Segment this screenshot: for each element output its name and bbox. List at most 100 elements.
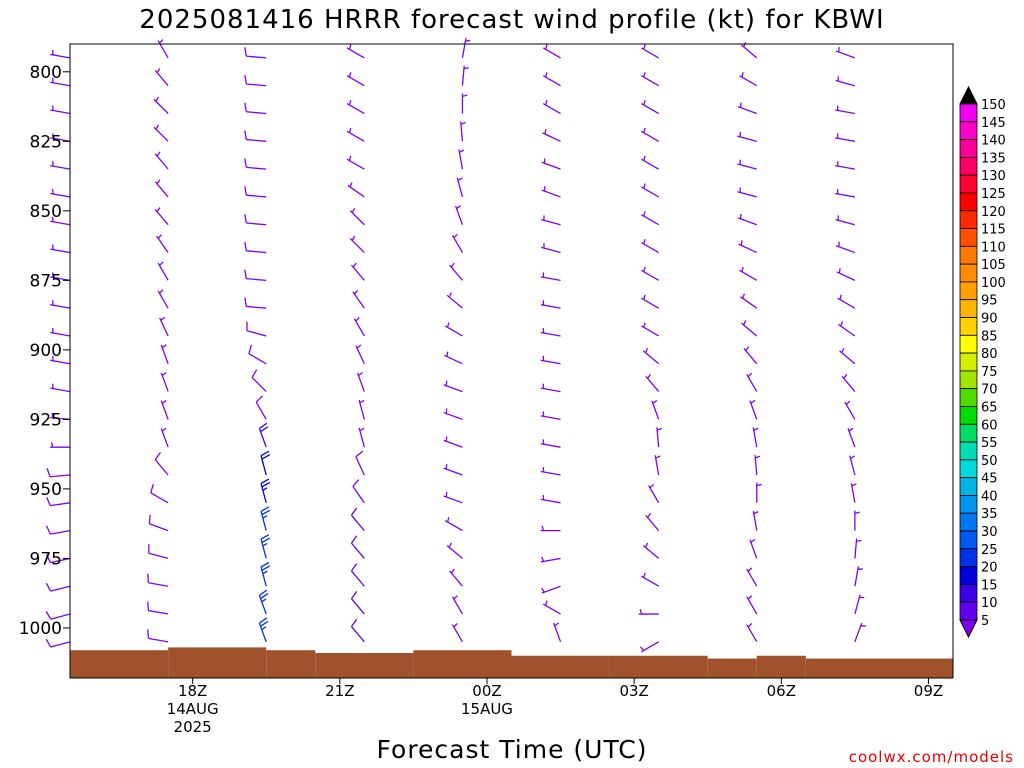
barb-staff xyxy=(454,205,464,225)
barb-staff xyxy=(154,459,169,476)
barb-full xyxy=(45,525,51,535)
barb-half xyxy=(643,572,646,578)
wind-barb xyxy=(244,158,267,170)
barb-staff xyxy=(540,557,561,563)
wind-barb xyxy=(160,372,169,392)
wind-barb xyxy=(454,205,464,225)
barb-staff xyxy=(443,411,463,421)
colorbar-label: 70 xyxy=(981,383,998,398)
barb-staff xyxy=(246,166,267,170)
barb-staff xyxy=(157,290,169,309)
y-tick-label: 850 xyxy=(30,202,62,222)
wind-barb xyxy=(449,568,463,587)
barb-staff xyxy=(50,192,71,198)
wind-barb xyxy=(752,427,759,448)
barb-staff xyxy=(461,38,467,59)
plot-frame xyxy=(69,43,954,679)
wind-barb xyxy=(346,99,365,115)
barb-staff xyxy=(460,121,464,142)
barb-half xyxy=(446,517,450,523)
x-axis-label: Forecast Time (UTC) xyxy=(377,735,648,764)
barb-staff xyxy=(350,264,365,281)
barb-staff xyxy=(656,427,660,448)
wind-barb xyxy=(444,517,463,532)
colorbar-bin xyxy=(959,103,978,123)
wind-barb xyxy=(451,623,464,643)
barb-half xyxy=(155,124,160,130)
barb-staff xyxy=(50,165,71,170)
wind-barb xyxy=(50,442,70,448)
wind-barb xyxy=(542,600,561,615)
wind-barb xyxy=(147,601,169,615)
wind-barb xyxy=(656,427,663,448)
barb-staff xyxy=(50,304,71,309)
barb-half xyxy=(156,68,161,73)
barb-staff xyxy=(641,186,659,198)
barb-staff xyxy=(854,566,860,587)
barb-staff xyxy=(838,323,856,337)
colorbar-bin xyxy=(959,601,978,621)
barb-half xyxy=(51,412,54,419)
barb-staff xyxy=(50,585,71,592)
wind-barb xyxy=(45,611,71,620)
barb-full xyxy=(148,514,151,524)
barb-staff xyxy=(541,161,561,170)
wind-barb xyxy=(642,347,660,365)
wind-barb xyxy=(346,155,365,170)
barb-half xyxy=(348,127,352,133)
wind-barb xyxy=(244,102,267,115)
barb-half xyxy=(644,347,649,354)
barb-staff xyxy=(159,317,169,337)
colorbar-label: 20 xyxy=(981,561,998,576)
barb-staff xyxy=(458,149,464,170)
wind-barb xyxy=(356,372,365,392)
barb-full xyxy=(261,537,271,544)
colorbar-bin xyxy=(959,263,978,283)
wind-barb xyxy=(147,573,169,587)
barb-staff xyxy=(835,192,856,198)
barb-half xyxy=(457,177,463,181)
colorbar-label: 15 xyxy=(981,578,998,593)
wind-barb xyxy=(251,369,267,393)
barb-half xyxy=(755,455,761,459)
barb-staff xyxy=(353,318,365,337)
wind-barb xyxy=(346,44,365,59)
barb-staff xyxy=(246,277,267,282)
barb-staff xyxy=(154,69,169,87)
barb-staff xyxy=(451,624,464,643)
colorbar-label: 60 xyxy=(981,418,998,433)
barb-full xyxy=(46,468,51,477)
barb-full xyxy=(261,481,271,488)
barb-staff xyxy=(160,428,169,448)
wind-barb xyxy=(641,572,659,587)
wind-barb xyxy=(443,408,463,421)
wind-barb xyxy=(244,74,267,87)
barb-staff xyxy=(741,44,758,59)
wind-barb xyxy=(451,595,464,615)
wind-barb xyxy=(737,159,757,170)
barb-staff xyxy=(847,428,856,448)
barb-staff xyxy=(358,427,365,448)
barb-staff xyxy=(835,79,856,87)
barb-staff xyxy=(541,218,561,226)
wind-barb xyxy=(737,102,758,115)
wind-barb xyxy=(738,240,758,254)
barb-staff xyxy=(737,217,758,226)
barb-staff xyxy=(540,387,561,393)
barb-half xyxy=(643,322,646,328)
barb-half xyxy=(161,372,167,376)
wind-barb xyxy=(654,455,661,476)
barb-staff xyxy=(350,514,365,532)
wind-barb xyxy=(746,567,758,587)
colorbar-bin xyxy=(959,210,978,229)
barb-staff xyxy=(540,359,561,365)
barb-half xyxy=(656,427,663,431)
surface-block xyxy=(511,655,610,678)
wind-barb xyxy=(244,214,267,226)
barb-staff xyxy=(153,126,169,142)
wind-barb xyxy=(46,468,71,478)
wind-barb xyxy=(541,585,561,594)
wind-barb xyxy=(443,491,463,504)
barb-half xyxy=(540,556,545,562)
barb-half xyxy=(541,587,545,593)
